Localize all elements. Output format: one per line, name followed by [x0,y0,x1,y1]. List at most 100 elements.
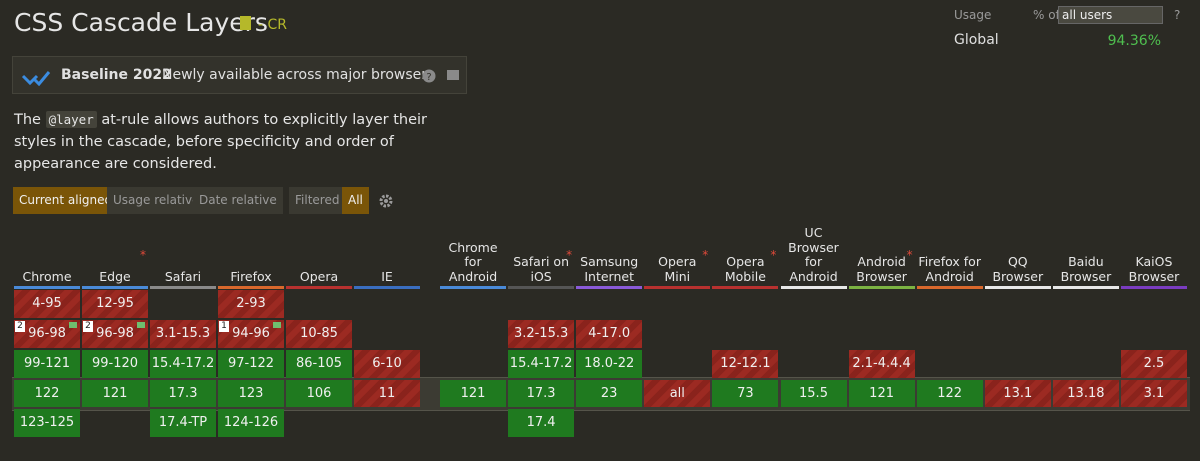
browser-label: Opera [299,268,339,284]
description: The @layer at-rule allows authors to exp… [14,109,434,175]
browser-name: Edge [82,222,148,284]
support-cell: 123 [218,380,284,407]
support-cell: 10-85 [286,320,352,348]
support-cell: 122 [14,380,80,407]
browser-name: Safari [150,222,216,284]
support-cell: 2.5 [1121,350,1187,378]
note-star: * [770,248,777,262]
browser-name: Baidu Browser [1053,222,1119,284]
support-cell: 99-120 [82,350,148,378]
browser-label: QQ Browser [992,254,1044,284]
browser-underline [150,286,216,289]
help[interactable]: ? [1174,8,1181,22]
browser-name: QQ Browser [985,222,1051,284]
support-cell: 122 [916,380,983,407]
browser-underline [354,286,420,289]
note-badge: 2 [15,321,25,332]
support-cell: 18.0-22 [576,350,643,378]
code: @layer [45,111,97,128]
flag-icon [69,322,77,328]
settings-icon[interactable] [379,194,393,208]
browser-label: Samsung Internet [580,254,639,284]
support-cell: 23 [576,380,643,407]
browser-name: Samsung Internet [576,222,642,284]
usage-select[interactable]: all users [1058,6,1163,24]
baseline-actions[interactable]: ? [421,68,465,84]
support-cell: 121 [82,380,148,407]
support-cell: 124-126 [218,409,284,437]
filter[interactable]: Filtered [289,187,346,214]
browser-underline [1052,286,1119,289]
browser-label: UC Browser for Android [788,225,839,284]
usage-value: 94.36% [1107,33,1161,49]
support-cell: 13.1 [984,380,1051,407]
svg-text:?: ? [426,72,431,83]
baseline-box: Baseline 2022 Newly available across maj… [12,56,467,94]
browser-underline [14,286,80,289]
browser-underline [916,286,983,289]
usage-label: Usage [954,8,992,22]
note-star: * [702,248,709,262]
browser-underline [1121,286,1187,289]
region: Global [954,32,999,48]
browser-underline [984,286,1051,289]
browser-underline [576,286,643,289]
filter[interactable]: All [342,187,369,214]
browser-underline [712,286,779,289]
support-cell: 106 [286,380,352,407]
browser-underline [286,286,352,289]
flag-icon [137,322,145,328]
tab[interactable]: Current aligned [13,187,119,214]
baseline-icon [21,71,51,86]
browser-label: Chrome [22,268,72,284]
support-cell: 4-17.0 [576,320,643,348]
browser-name: Opera [286,222,352,284]
browser-label: Baidu Browser [1060,254,1112,284]
support-cell: 17.4-TP [150,409,216,437]
browser-underline [848,286,915,289]
browser-underline [82,286,148,289]
support-cell: 17.3 [150,380,216,407]
support-cell: 94-96 1 [218,320,284,348]
note-star: * [140,248,146,262]
support-cell: 11 [354,380,420,407]
baseline-text: Newly available across major browsers [162,67,435,83]
usage-scope: % of [1033,8,1060,22]
browser-label: Safari on iOS [513,254,569,284]
browser-label: Opera Mobile [724,254,766,284]
support-cell: 2.1-4.4.4 [848,350,915,378]
browser-underline [508,286,575,289]
flag-icon [273,322,281,328]
browser-name: Chrome [14,222,80,284]
support-cell: 13.18 [1052,380,1119,407]
support-cell: 12-12.1 [712,350,779,378]
browser-label: Edge [99,268,131,284]
support-cell: 15.4-17.2 [508,350,575,378]
support-cell: 121 [440,380,506,407]
browser-underline [644,286,711,289]
support-cell: 6-10 [354,350,420,378]
support-cell: 123-125 [14,409,80,437]
support-cell: 73 [712,380,779,407]
support-cell: 86-105 [286,350,352,378]
tab[interactable]: Date relative [193,187,283,214]
browser-name: Android Browser [849,222,915,284]
browser-label: Android Browser [856,254,907,284]
support-cell: 2-93 [218,290,284,318]
doc-icon [240,16,251,30]
browser-underline [780,286,847,289]
browser-name: UC Browser for Android [781,222,847,284]
support-cell: 12-95 [82,290,148,318]
support-cell: 96-98 2 [14,320,80,348]
support-cell: all [644,380,711,407]
browser-name: Chrome for Android [440,222,506,284]
support-cell: 96-98 2 [82,320,148,348]
note-badge: 1 [219,321,229,332]
baseline-title: Baseline 2022 [61,67,172,83]
tab[interactable]: Usage relative [107,187,206,214]
browser-name: Safari on iOS [508,222,574,284]
browser-name: IE [354,222,420,284]
note-star: * [906,248,913,262]
support-cell: 15.4-17.2 [150,350,216,378]
